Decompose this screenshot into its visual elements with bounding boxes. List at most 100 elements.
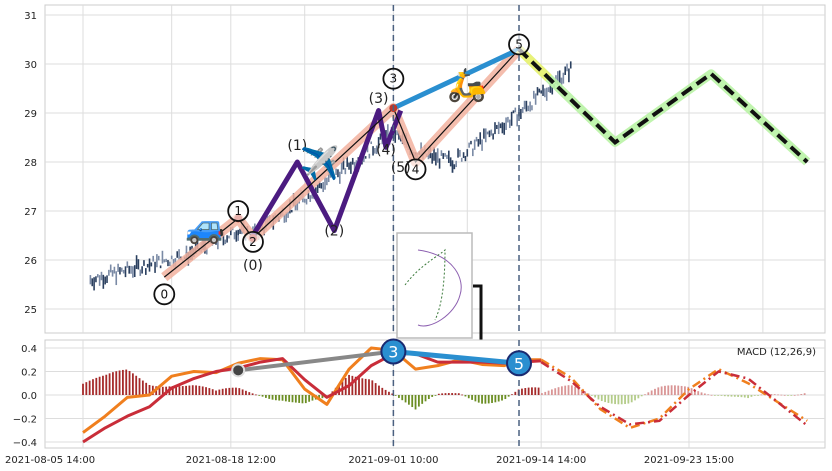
- macd-marker: [380, 338, 407, 365]
- histogram-bar: [241, 389, 244, 395]
- candle: [520, 108, 522, 120]
- histogram-bar: [783, 394, 786, 396]
- histogram-bar: [421, 395, 424, 404]
- candle: [339, 171, 341, 184]
- histogram-bar: [118, 370, 121, 395]
- wave-label: 5: [515, 37, 523, 51]
- histogram-bar: [713, 395, 716, 396]
- histogram-bar: [318, 395, 321, 399]
- histogram-bar: [617, 395, 620, 405]
- histogram-bar: [288, 395, 291, 402]
- histogram-bar: [803, 393, 806, 395]
- subwave-label: (4): [376, 143, 396, 159]
- candle: [562, 72, 565, 84]
- candle: [479, 132, 482, 145]
- candle: [290, 209, 293, 213]
- candle: [314, 187, 317, 194]
- macd-marker-label: 5: [514, 354, 524, 373]
- candle: [364, 156, 367, 159]
- histogram-bar: [441, 393, 444, 395]
- candle: [342, 157, 345, 170]
- candle: [111, 270, 114, 277]
- histogram-bar: [235, 387, 237, 395]
- histogram-bar: [371, 380, 374, 395]
- histogram-bar: [281, 395, 284, 401]
- histogram-bar: [141, 380, 144, 395]
- y-tick-label: 29: [24, 109, 37, 120]
- histogram-bar: [188, 385, 191, 395]
- candle: [486, 131, 489, 135]
- candle: [89, 275, 92, 285]
- histogram-bar: [261, 395, 264, 397]
- histogram-bar: [580, 389, 583, 395]
- candle: [163, 259, 166, 263]
- candle: [470, 140, 472, 145]
- histogram-bar: [740, 395, 743, 398]
- wave-label: 2: [249, 235, 257, 249]
- histogram-bar: [358, 377, 360, 395]
- histogram-bar: [594, 395, 597, 398]
- histogram-bar: [115, 371, 118, 395]
- histogram-bar: [560, 386, 563, 395]
- candle: [483, 128, 485, 139]
- wave-label-circle: [404, 158, 427, 181]
- y-tick-label: 0.0: [21, 391, 37, 402]
- candle: [468, 142, 470, 148]
- candle: [235, 230, 238, 242]
- y-tick-label: 0.2: [21, 368, 37, 379]
- candle: [104, 276, 106, 285]
- histogram-bar: [361, 378, 364, 395]
- histogram-bar: [454, 393, 457, 395]
- wave-line: [163, 48, 520, 278]
- histogram-bar: [374, 383, 377, 395]
- candle: [568, 68, 570, 83]
- histogram-bar: [554, 388, 557, 395]
- candle: [353, 162, 356, 171]
- candle: [451, 160, 454, 173]
- candle: [98, 275, 101, 286]
- candle: [512, 110, 515, 114]
- candle: [529, 101, 531, 112]
- candle: [309, 195, 312, 202]
- candle: [564, 66, 566, 75]
- histogram-bar: [424, 395, 427, 402]
- histogram-bar: [191, 385, 194, 395]
- candle: [109, 264, 112, 273]
- candle: [154, 261, 156, 273]
- candle: [117, 263, 119, 272]
- macd-marker: [231, 363, 246, 378]
- histogram-bar: [710, 394, 713, 396]
- histogram-bar: [547, 390, 550, 395]
- histogram-bar: [464, 395, 467, 397]
- candle: [145, 268, 147, 275]
- histogram-bar: [630, 395, 633, 403]
- y-tick-label: 28: [24, 158, 37, 169]
- histogram-bar: [703, 393, 706, 395]
- inset-connector: [473, 284, 483, 358]
- subwave-label: (2): [324, 224, 344, 240]
- candle: [316, 184, 319, 193]
- candle: [285, 212, 288, 223]
- histogram-bar: [451, 393, 454, 395]
- subwave-line: [250, 108, 404, 237]
- histogram-bar: [587, 393, 590, 395]
- histogram-bar: [693, 389, 696, 395]
- candle: [133, 265, 136, 278]
- histogram-bar: [198, 385, 201, 395]
- candle: [494, 122, 496, 135]
- wave-label: 3: [390, 72, 398, 86]
- histogram-bar: [494, 395, 497, 403]
- histogram-bar: [640, 395, 643, 397]
- inset-thumbnail: [396, 232, 473, 339]
- candle: [532, 90, 535, 99]
- candle: [446, 154, 448, 159]
- histogram-bar: [105, 374, 108, 395]
- emoji-marker: 🚙: [185, 208, 225, 246]
- candle: [466, 149, 469, 157]
- histogram-bar: [541, 393, 543, 395]
- histogram-bar: [88, 380, 91, 395]
- histogram-bar: [284, 395, 287, 402]
- candle: [126, 261, 129, 268]
- histogram-bar: [677, 385, 680, 395]
- histogram-bar: [481, 395, 483, 404]
